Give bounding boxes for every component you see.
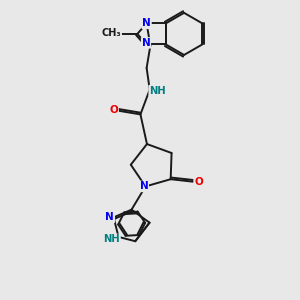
Text: N: N <box>142 38 150 48</box>
Text: N: N <box>140 182 148 191</box>
Text: NH: NH <box>149 85 166 96</box>
Text: O: O <box>194 177 203 187</box>
Text: N: N <box>106 212 114 222</box>
Text: O: O <box>110 105 118 115</box>
Text: CH₃: CH₃ <box>102 28 122 38</box>
Text: NH: NH <box>103 234 120 244</box>
Text: N: N <box>142 18 151 28</box>
